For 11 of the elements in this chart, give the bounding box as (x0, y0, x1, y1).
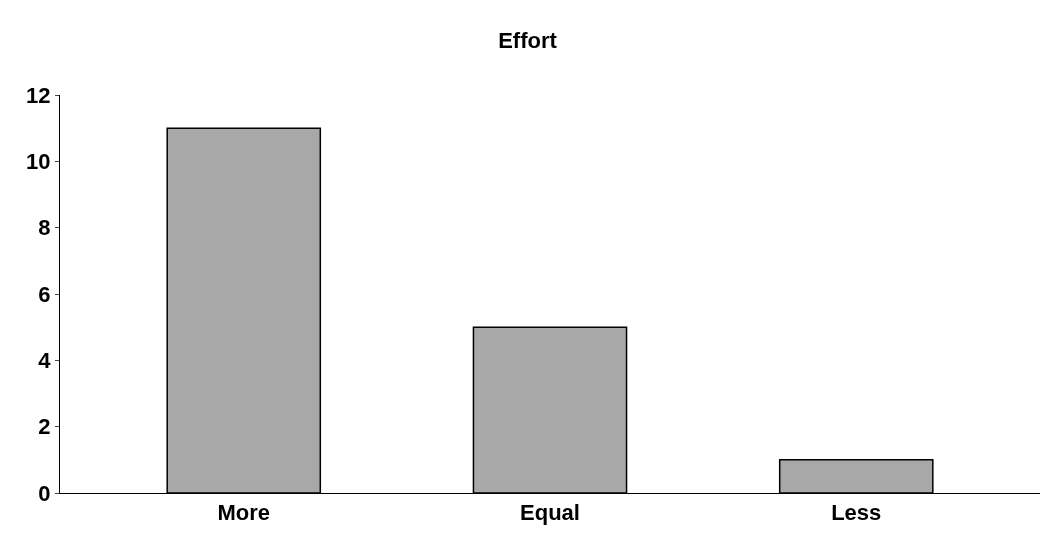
y-tick-label: 4 (38, 348, 52, 374)
y-tick-label: 12 (26, 82, 51, 108)
y-tick-label: 8 (38, 215, 51, 241)
chart-title: Effort (498, 27, 558, 53)
x-tick-label: Less (831, 500, 882, 526)
y-tick-label: 10 (26, 149, 51, 175)
y-tick-label: 2 (38, 414, 51, 440)
y-tick-label: 6 (38, 281, 51, 307)
x-tick-label: Equal (520, 500, 580, 526)
y-tick-label: 0 (38, 480, 51, 506)
x-tick-label: More (217, 500, 271, 526)
